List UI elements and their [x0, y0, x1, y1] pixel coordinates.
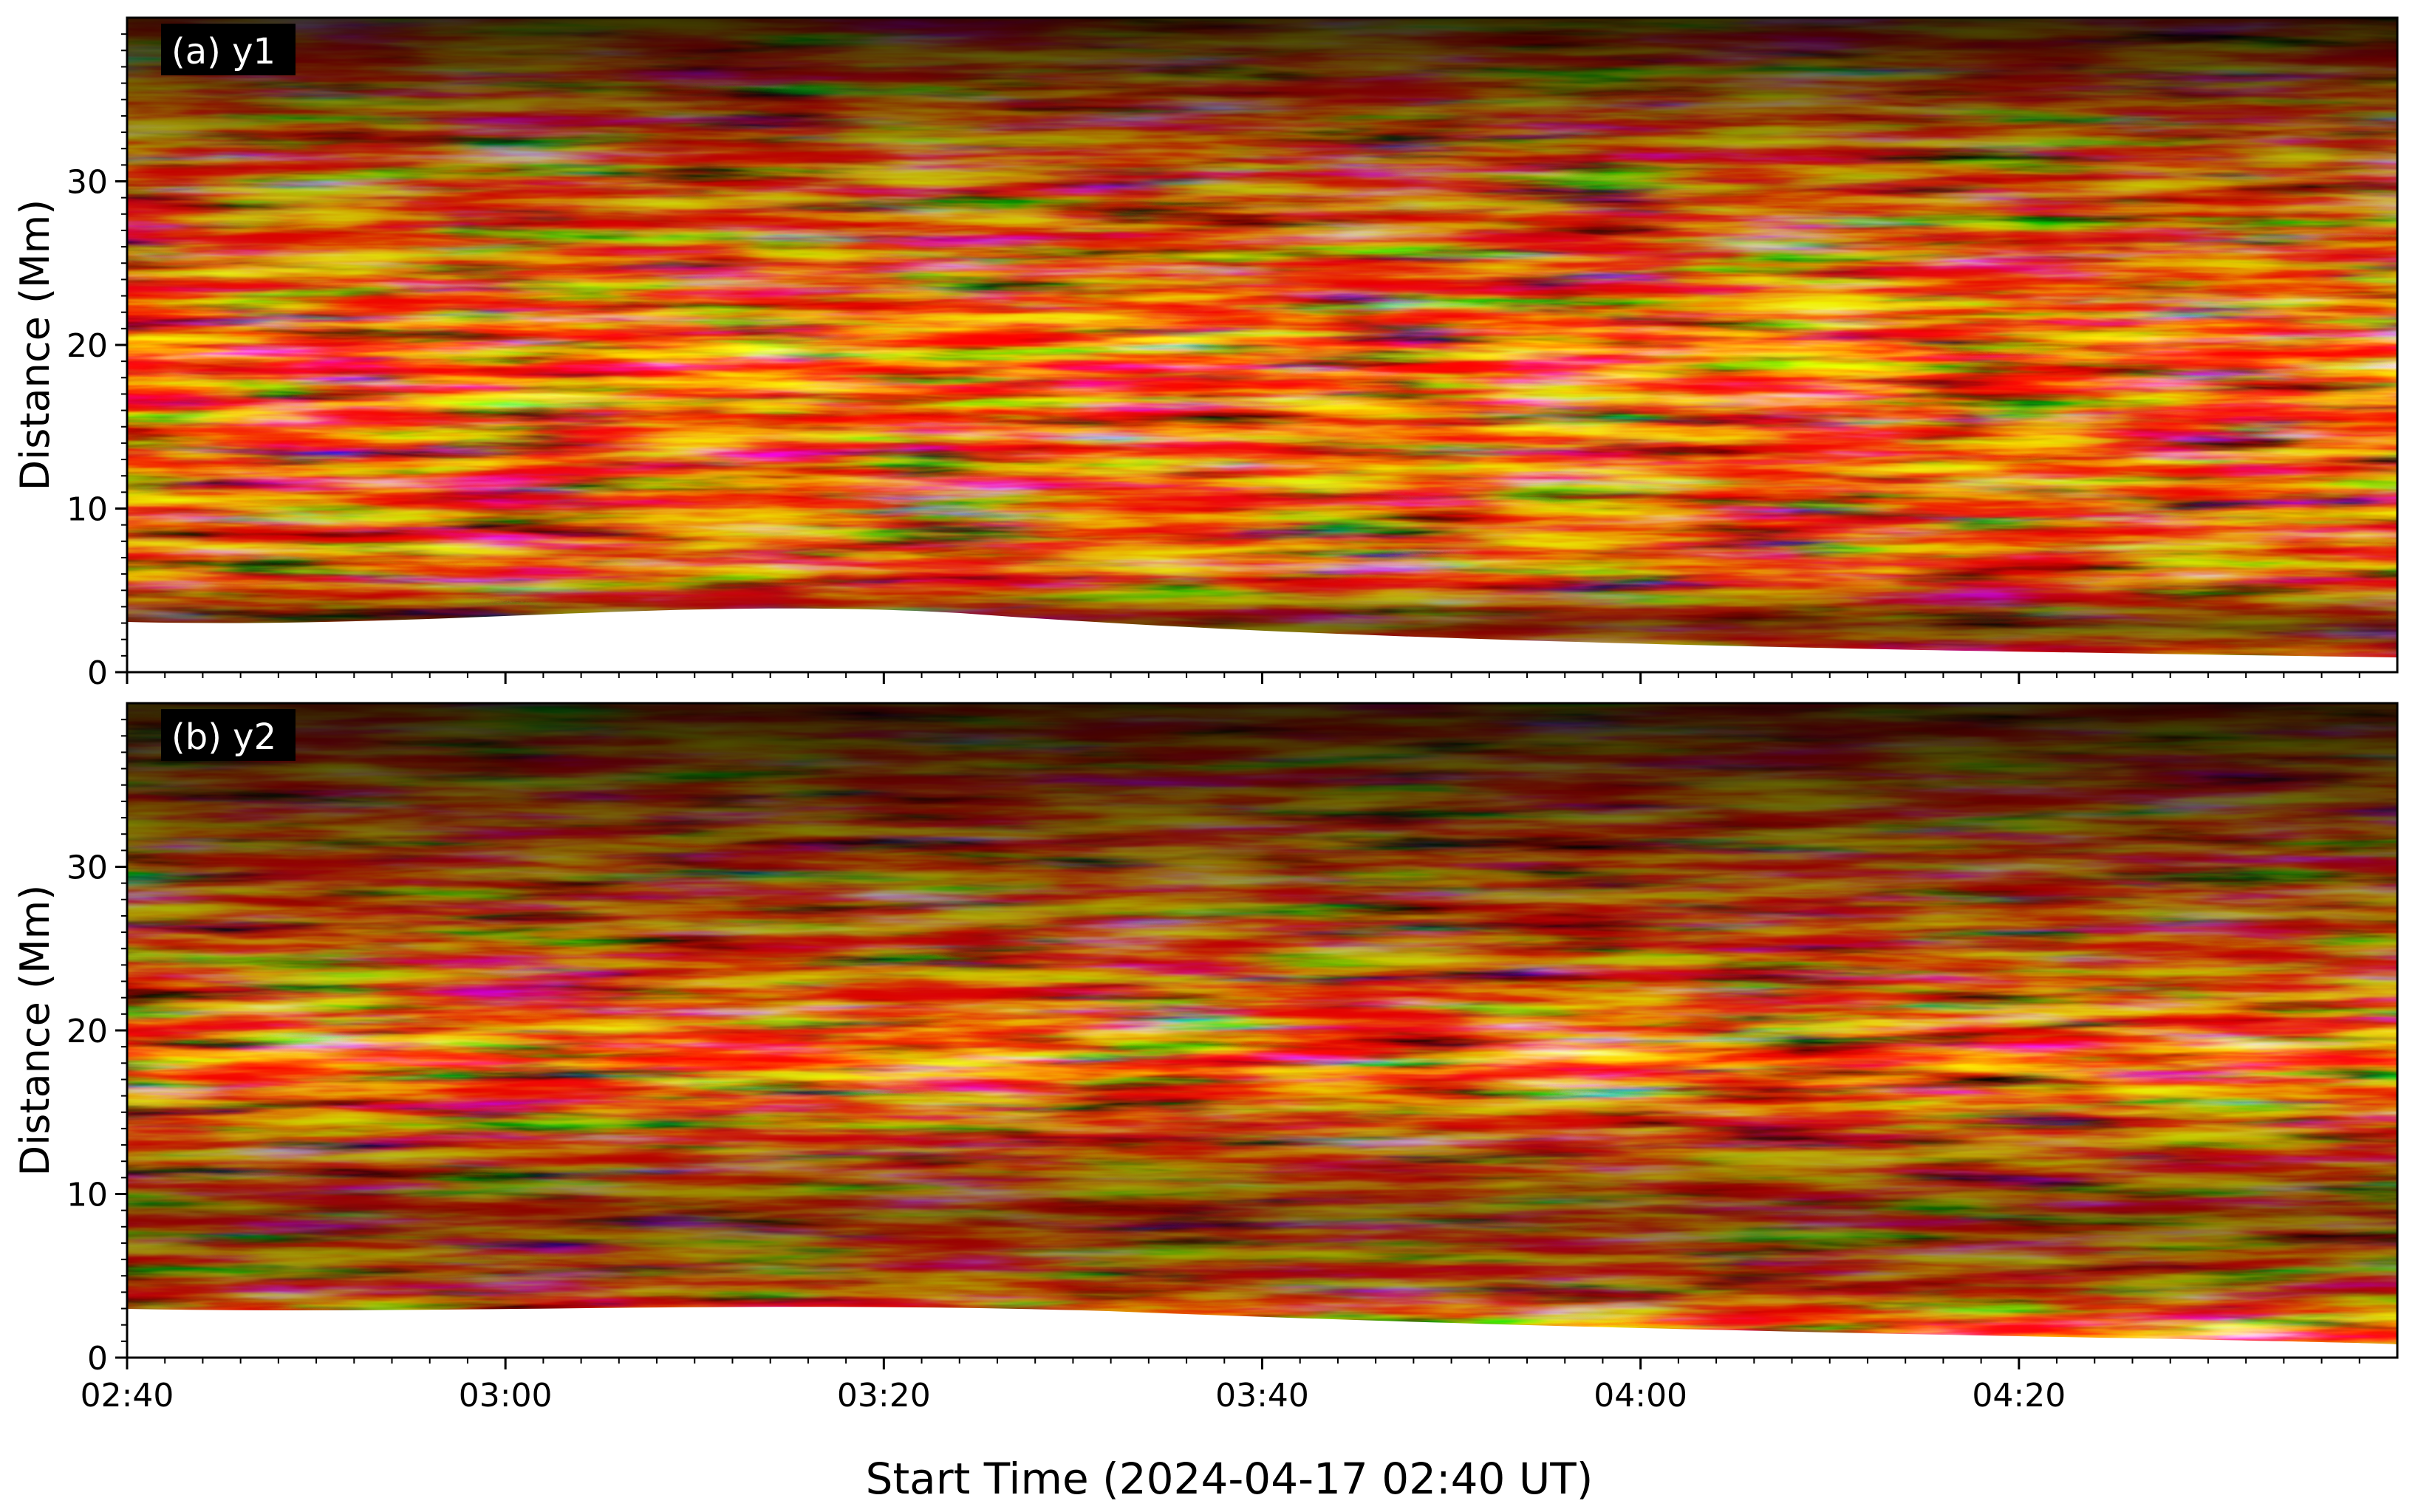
y-axis-label-b: Distance (Mm): [12, 885, 58, 1177]
heatmap-a: [127, 18, 2397, 672]
x-tick-label: 03:20: [837, 1377, 931, 1414]
y-tick-label: 30: [66, 164, 108, 202]
y-axis-label-a: Distance (Mm): [12, 199, 58, 491]
heatmap-b: [127, 703, 2397, 1358]
panel-b-label: (b) y2: [161, 709, 296, 761]
x-tick-label: 04:20: [1972, 1377, 2066, 1414]
y-tick-label: 0: [87, 1340, 108, 1378]
y-tick-label: 10: [66, 491, 108, 529]
y-tick-label: 20: [66, 1013, 108, 1050]
x-ticks-b: 02:40 03:00 03:20 03:40 04:00 04:20: [81, 1358, 2360, 1414]
panel-a: (a) y1 Distance (Mm) 0 10 20 30: [12, 16, 2399, 692]
bright-base-a: [127, 608, 2397, 672]
x-ticks-a: [126, 672, 2360, 684]
panel-a-label-text: (a) y1: [171, 31, 276, 72]
panel-a-label: (a) y1: [161, 24, 296, 75]
bright-base-b: [127, 1307, 2397, 1358]
y-ticks-b: 0 10 20 30: [66, 719, 127, 1378]
x-tick-label: 03:00: [459, 1377, 553, 1414]
x-tick-label: 04:00: [1594, 1377, 1687, 1414]
panel-b-label-text: (b) y2: [171, 716, 276, 758]
y-tick-label: 20: [66, 327, 108, 365]
x-axis-label: Start Time (2024-04-17 02:40 UT): [866, 1454, 1594, 1504]
y-tick-label: 0: [87, 654, 108, 692]
y-tick-label: 30: [66, 849, 108, 887]
y-tick-label: 10: [66, 1177, 108, 1214]
x-tick-label: 03:40: [1215, 1377, 1309, 1414]
x-tick-label: 02:40: [81, 1377, 174, 1414]
y-ticks-a: 0 10 20 30: [66, 33, 127, 692]
